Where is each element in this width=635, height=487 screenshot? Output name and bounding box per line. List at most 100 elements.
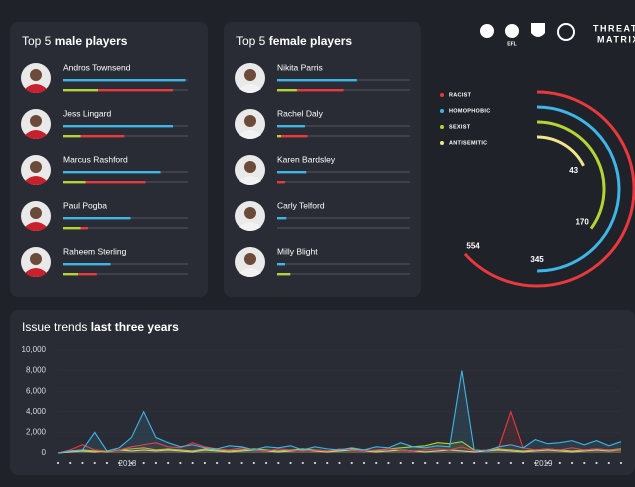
bar-red [80, 135, 125, 138]
player-shirt [25, 222, 47, 231]
x-dot [546, 461, 549, 465]
title-emphasis: female players [269, 34, 353, 48]
x-dot [56, 461, 60, 465]
bar-red [80, 227, 88, 230]
y-tick-label: 8,000 [26, 366, 47, 375]
player-name: Karen Bardsley [277, 154, 336, 164]
radial-value: 170 [575, 217, 589, 226]
premier-league-logo [480, 24, 494, 38]
x-tick-label: 2018 [119, 459, 137, 468]
trend-area [58, 411, 621, 453]
title-emphasis: male players [55, 34, 128, 48]
x-dot [191, 461, 194, 465]
bar-blue [63, 125, 173, 128]
title-emphasis: last three years [91, 320, 179, 334]
title-prefix: Top 5 [22, 34, 55, 48]
player-head [244, 253, 256, 265]
player-head [30, 253, 42, 265]
x-dot [301, 461, 304, 465]
trend-line [57, 449, 622, 454]
player-name: Andros Townsend [63, 62, 131, 72]
trend-area [58, 370, 621, 453]
bar-red [85, 181, 146, 184]
player-shirt [25, 84, 47, 93]
radial-value: 554 [466, 242, 480, 251]
legend-dot [440, 141, 444, 145]
legend-dot [440, 93, 444, 97]
bar-green [277, 89, 297, 92]
bar-blue [63, 217, 131, 220]
radial-value: 345 [530, 255, 544, 264]
x-dot [521, 461, 525, 465]
x-dot [375, 461, 378, 465]
x-dot [264, 461, 268, 465]
x-dot [203, 461, 206, 465]
bar-blue [277, 125, 305, 128]
bar-red [98, 89, 173, 92]
player-shirt [25, 268, 47, 277]
x-dot [595, 461, 598, 465]
trends-title: Issue trends last three years [22, 320, 179, 334]
radial-arc [536, 135, 585, 167]
x-dot [448, 461, 451, 465]
efl-text: EFL [507, 41, 516, 47]
bar-red [296, 89, 344, 92]
y-tick-label: 2,000 [26, 428, 47, 437]
player-shirt [239, 84, 261, 93]
player-head [30, 69, 42, 81]
male-title: Top 5 male players [22, 34, 128, 48]
player-name: Rachel Daly [277, 108, 324, 118]
y-tick-label: 4,000 [26, 407, 47, 416]
x-dot [105, 461, 109, 465]
logos: EFL THREAT MATRIX [480, 23, 635, 47]
brand-top: THREAT [593, 23, 635, 33]
x-dot [118, 461, 121, 465]
bar-red [277, 181, 285, 184]
x-dot [326, 461, 329, 465]
player-head [30, 207, 42, 219]
x-dot [534, 461, 537, 465]
title-prefix: Issue trends [22, 320, 91, 334]
trend-line [57, 410, 621, 454]
bar-blue [277, 79, 357, 82]
player-head [30, 161, 42, 173]
x-dot [411, 461, 415, 465]
y-tick-label: 6,000 [26, 386, 47, 395]
radial-arc [536, 120, 606, 230]
bar-green [277, 273, 291, 276]
player-name: Nikita Parris [277, 62, 323, 72]
radial-arc [536, 105, 621, 273]
player-shirt [239, 222, 261, 231]
player-shirt [239, 176, 261, 185]
x-dot [228, 461, 231, 465]
player-head [244, 207, 256, 219]
player-name: Jess Lingard [63, 108, 111, 118]
bar-blue [63, 79, 186, 82]
x-dot [473, 461, 476, 465]
x-dot [607, 461, 610, 465]
x-dot [81, 461, 84, 465]
female-title: Top 5 female players [236, 34, 352, 48]
x-dot [436, 461, 439, 465]
bar-green [63, 181, 86, 184]
x-dot [570, 461, 574, 465]
bar-blue [277, 263, 285, 266]
player-head [244, 115, 256, 127]
player-shirt [239, 268, 261, 277]
bar-blue [63, 263, 111, 266]
bar-blue [277, 217, 287, 220]
x-dot [130, 461, 133, 465]
x-dot [93, 461, 96, 465]
player-head [244, 161, 256, 173]
x-dot [179, 461, 182, 465]
x-dot [497, 461, 500, 465]
bar-blue [63, 171, 161, 174]
trend-line [57, 370, 622, 454]
y-tick-label: 0 [42, 448, 47, 457]
x-dot [289, 461, 292, 465]
x-dot [216, 461, 219, 465]
bar-blue [277, 171, 307, 174]
legend-label: RACIST [449, 92, 472, 98]
x-dot [485, 461, 488, 465]
